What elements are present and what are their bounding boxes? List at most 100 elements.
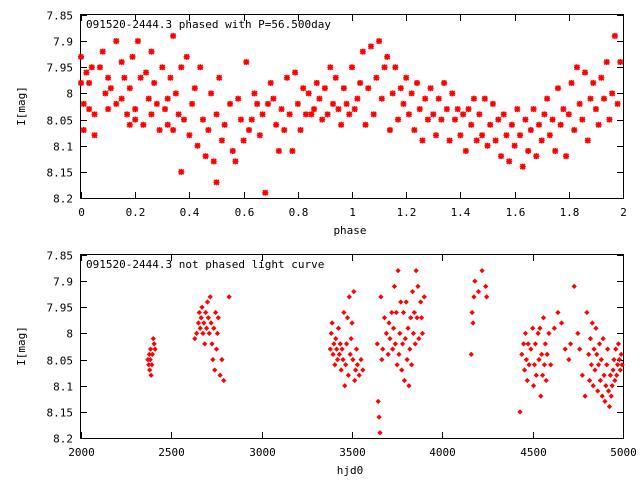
phased-data-point [541,111,548,118]
unphased-y-tick-label: 7.9 [53,276,73,289]
phased-data-point [300,85,307,92]
unphased-y-tick-label: 8.2 [53,433,73,446]
phased-data-point [481,95,488,102]
phased-data-point [175,111,182,118]
phased-data-point [517,132,524,139]
phased-x-tick-label: 1.2 [397,206,417,219]
unphased-data-point [593,325,599,331]
phased-data-point [216,74,223,81]
phased-data-point [405,111,412,118]
unphased-data-point [381,315,388,321]
phased-data-point [140,121,147,128]
phased-data-point [210,158,217,165]
phased-x-tick-label: 2 [620,206,627,219]
unphased-data-point [360,367,366,373]
phased-data-point [554,85,561,92]
unphased-data-point [345,372,352,378]
unphased-data-point [391,283,398,289]
unphased-data-point [412,341,418,347]
phased-data-point [267,79,274,86]
phased-data-point [153,100,160,107]
unphased-data-point [333,336,339,342]
unphased-data-point [555,309,561,316]
phased-data-point [294,100,301,107]
unphased-data-point [410,330,417,337]
unphased-data-point [483,283,489,289]
phased-data-point [283,74,290,81]
phased-y-axis-label: I[mag] [15,86,28,126]
phased-data-point [492,137,499,144]
unphased-data-point [407,346,413,352]
phased-data-point [330,100,337,107]
unphased-data-point [413,268,419,274]
unphased-data-point [535,330,541,337]
phased-data-point [332,74,339,81]
unphased-data-point [597,377,604,384]
unphased-plot-frame [80,254,624,439]
unphased-data-point [349,320,355,326]
unphased-data-point [398,299,404,305]
unphased-data-point [375,398,381,405]
unphased-data-point [612,377,618,384]
phased-data-point [370,111,377,118]
phased-data-point [611,32,618,39]
phased-data-point [457,132,464,139]
unphased-data-point [592,367,598,373]
unphased-data-point [328,330,334,337]
phased-data-point [487,121,494,128]
phased-data-point [438,116,445,123]
unphased-data-point [376,414,382,420]
phased-data-point [392,64,399,71]
unphased-data-point [204,299,211,305]
phased-data-point [582,69,589,76]
phased-data-point [126,85,133,92]
phased-data-point [145,95,152,102]
unphased-data-point [607,372,613,378]
unphased-data-point [377,430,383,436]
phased-data-point [324,111,331,118]
phased-data-point [327,64,334,71]
phased-data-point [86,106,93,113]
unphased-data-point [611,356,617,363]
phased-data-point [386,127,393,134]
phased-data-point [302,111,309,118]
phased-data-point [202,153,209,160]
phased-data-point [262,189,269,196]
phased-data-point [422,95,429,102]
unphased-data-point [610,367,616,373]
unphased-data-point [211,325,217,331]
phased-data-point [156,127,163,134]
phased-data-point [199,116,206,123]
phased-data-point [395,116,402,123]
unphased-data-point [419,330,426,337]
unphased-data-point [329,320,335,326]
phased-data-point [232,158,239,165]
unphased-data-point [594,351,600,357]
unphased-data-point [618,351,624,357]
unphased-data-point [548,362,554,368]
unphased-data-point [399,341,406,347]
phased-data-point [479,132,486,139]
phased-y-tick-label: 7.9 [53,36,73,49]
phased-data-point [495,116,502,123]
unphased-data-point [152,346,158,352]
phased-data-point [189,100,196,107]
phased-data-point [270,95,277,102]
unphased-data-point [396,351,402,357]
unphased-data-point [344,315,351,321]
phased-x-tick-label: 0.6 [235,206,255,219]
phased-data-point [321,85,328,92]
phased-data-point [354,95,361,102]
phased-data-point [292,69,299,76]
phased-data-point [170,32,177,39]
phased-data-point [132,116,139,123]
unphased-data-point [356,372,362,378]
phased-data-point [170,127,177,134]
unphased-data-point [595,362,602,368]
phased-x-tick-label: 0.8 [289,206,309,219]
unphased-data-point [415,283,421,289]
unphased-data-point [605,346,611,352]
phased-data-point [506,158,513,165]
phased-data-point [367,43,374,50]
